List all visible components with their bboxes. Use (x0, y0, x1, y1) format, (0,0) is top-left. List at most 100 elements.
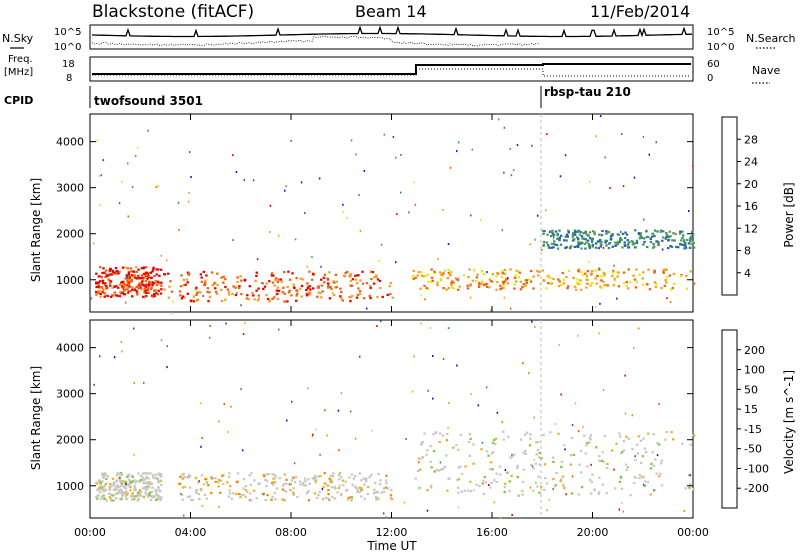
heatmap-cell (595, 446, 598, 449)
heatmap-cell (106, 475, 109, 478)
heatmap-cell (326, 484, 330, 487)
heatmap-cell (642, 476, 645, 479)
noise-cell (531, 320, 533, 323)
noise-cell (413, 181, 415, 184)
heatmap-cell (353, 475, 357, 478)
heatmap-cell (636, 443, 639, 446)
colorbar-tick-label: 15 (744, 403, 758, 416)
heatmap-cell (130, 494, 133, 497)
heatmap-cell (244, 489, 247, 492)
noise-cell (503, 296, 506, 299)
noise-cell (202, 295, 204, 297)
heatmap-cell (142, 495, 146, 498)
heatmap-cell (332, 280, 335, 283)
heatmap-cell (137, 284, 141, 287)
heatmap-cell (547, 282, 550, 285)
noise-cell (340, 392, 343, 395)
heatmap-cell (501, 280, 505, 283)
noise-cell (498, 118, 500, 121)
heatmap-cell (634, 286, 638, 289)
heatmap-cell (308, 482, 311, 485)
noise-cell (613, 264, 615, 267)
noise-cell (602, 246, 605, 249)
heatmap-cell (101, 488, 104, 491)
noise-cell (447, 426, 449, 429)
heatmap-cell (276, 280, 279, 284)
heatmap-cell (537, 274, 540, 277)
heatmap-cell (425, 453, 428, 456)
noise-cell (242, 333, 245, 336)
heatmap-cell (227, 290, 231, 294)
heatmap-cell (540, 485, 543, 489)
heatmap-cell (690, 235, 693, 238)
heatmap-cell (144, 289, 147, 292)
heatmap-cell (286, 300, 289, 303)
heatmap-cell (653, 235, 656, 238)
heatmap-cell (103, 284, 107, 287)
heatmap-cell (147, 486, 151, 489)
heatmap-cell (611, 271, 615, 274)
heatmap-cell (541, 269, 545, 272)
heatmap-cell (298, 480, 302, 483)
heatmap-cell (423, 284, 426, 287)
heatmap-cell (96, 497, 99, 500)
heatmap-cell (327, 493, 330, 496)
heatmap-cell (684, 487, 687, 490)
noise-cell (439, 461, 442, 464)
heatmap-cell (135, 266, 138, 269)
noise-cell (121, 180, 123, 183)
noise-cell (531, 144, 533, 147)
heatmap-cell (276, 292, 279, 295)
heatmap-cell (179, 285, 183, 288)
heatmap-cell (551, 232, 554, 235)
heatmap-cell (265, 484, 268, 488)
heatmap-cell (609, 237, 613, 241)
power-panel-frame (89, 113, 694, 313)
heatmap-cell (599, 241, 602, 244)
noise-cell (319, 453, 321, 456)
heatmap-cell (330, 479, 333, 482)
noise-cell (529, 243, 531, 246)
heatmap-cell (155, 268, 158, 271)
heatmap-cell (654, 285, 657, 288)
heatmap-cell (150, 286, 153, 289)
heatmap-cell (302, 483, 305, 486)
heatmap-cell (239, 496, 242, 499)
heatmap-cell (375, 496, 378, 499)
heatmap-cell (346, 488, 349, 491)
freq-tick-low: 8 (66, 73, 72, 84)
heatmap-cell (285, 482, 288, 485)
noise-cell (558, 343, 560, 346)
heatmap-cell (625, 435, 628, 438)
heatmap-cell (138, 277, 142, 280)
heatmap-cell (115, 497, 118, 500)
noise-cell (232, 154, 234, 157)
heatmap-cell (553, 243, 556, 246)
heatmap-cell (446, 489, 449, 492)
heatmap-cell (665, 431, 668, 434)
heatmap-cell (299, 277, 302, 280)
x-tick-label: 20:00 (577, 526, 609, 539)
heatmap-cell (624, 463, 628, 466)
heatmap-cell (577, 269, 580, 272)
heatmap-cell (306, 282, 309, 285)
noise-cell (529, 486, 532, 489)
heatmap-cell (614, 487, 617, 490)
heatmap-cell (104, 488, 107, 491)
heatmap-cell (133, 497, 136, 501)
heatmap-cell (281, 291, 285, 294)
heatmap-cell (265, 294, 268, 297)
noise-cell (165, 259, 168, 262)
heatmap-cell (484, 283, 488, 286)
heatmap-cell (157, 481, 160, 484)
heatmap-cell (612, 284, 615, 287)
heatmap-cell (513, 283, 516, 286)
noise-cell (577, 430, 580, 433)
heatmap-cell (369, 297, 372, 300)
heatmap-cell (142, 472, 145, 475)
heatmap-cell (212, 282, 216, 285)
heatmap-cell (303, 477, 307, 480)
heatmap-cell (505, 277, 508, 281)
heatmap-cell (618, 240, 622, 243)
heatmap-cell (349, 284, 352, 287)
